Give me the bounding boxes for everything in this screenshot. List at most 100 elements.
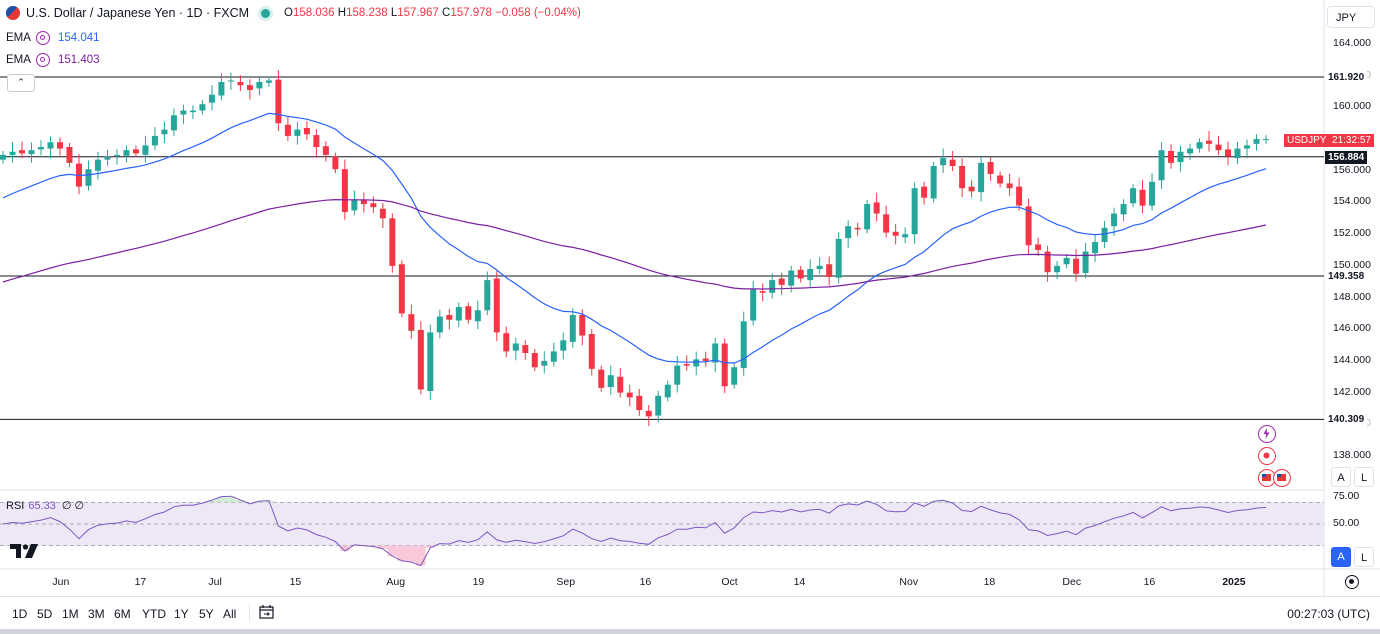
- timeframe-button-all[interactable]: All: [223, 607, 237, 621]
- timeframe-button-1d[interactable]: 1D: [12, 607, 28, 621]
- candle-body: [940, 158, 947, 166]
- candle-body: [1025, 206, 1032, 246]
- rsi-overbought-fill: [207, 500, 217, 503]
- candle-body: [1006, 183, 1013, 189]
- lightning-icon[interactable]: [1258, 425, 1276, 443]
- candle-body: [85, 169, 92, 186]
- candle-body: [664, 384, 671, 398]
- rsi-oversold-fill: [397, 545, 407, 561]
- candle-body: [854, 227, 861, 230]
- candle-body: [132, 149, 139, 154]
- ema-settings-icon[interactable]: [36, 53, 50, 67]
- price-axis-label: 148.000: [1333, 290, 1371, 303]
- candle-body: [0, 154, 6, 160]
- price-axis-label: 142.000: [1333, 385, 1371, 398]
- candle-body: [949, 159, 956, 167]
- time-axis-label: 17: [134, 576, 147, 588]
- candle-body: [788, 270, 795, 286]
- ema-fast-line: [2, 112, 1267, 364]
- candle-body: [1035, 244, 1042, 250]
- ema-settings-icon[interactable]: [36, 31, 50, 45]
- ema-fast-legend[interactable]: EMA 154.041: [6, 31, 100, 45]
- rsi-oversold-fill: [416, 545, 426, 566]
- time-axis-label: Oct: [721, 576, 738, 588]
- level-price-tag: 156.884: [1325, 150, 1368, 164]
- candle-body: [997, 175, 1004, 184]
- timeframe-button-5d[interactable]: 5D: [37, 607, 53, 621]
- time-axis-label: Jul: [208, 576, 222, 588]
- candle-body: [275, 79, 282, 124]
- rsi-legend[interactable]: RSI 65.33 ∅ ∅: [6, 500, 85, 512]
- event-flag-icon[interactable]: [1273, 469, 1291, 487]
- time-axis-label: Aug: [386, 576, 406, 588]
- candle-body: [1196, 142, 1203, 149]
- rsi-value: 65.33: [28, 500, 56, 512]
- calendar-icon[interactable]: [259, 605, 275, 619]
- bottom-strip: [0, 629, 1380, 634]
- timeframe-button-1m[interactable]: 1M: [62, 607, 79, 621]
- price-axis-label: 152.000: [1333, 227, 1371, 240]
- rsi-overbought-fill: [862, 500, 872, 503]
- candle-body: [142, 145, 149, 155]
- candle-body: [1111, 213, 1118, 227]
- symbol-header: U.S. Dollar / Japanese Yen · 1D · FXCM O…: [6, 6, 581, 20]
- candle-body: [731, 367, 738, 385]
- candle-body: [370, 203, 377, 208]
- tradingview-logo-icon[interactable]: [10, 544, 38, 558]
- candle-body: [408, 314, 415, 331]
- candle-body: [427, 332, 434, 392]
- candle-body: [28, 150, 35, 155]
- candle-body: [9, 151, 16, 155]
- candle-body: [655, 395, 662, 416]
- rsi-auto-scale-button[interactable]: A: [1331, 547, 1351, 567]
- symbol-tag: USDJPY 21:32:57: [1284, 134, 1374, 147]
- price-axis-label: 160.000: [1333, 100, 1371, 113]
- symbol-title[interactable]: U.S. Dollar / Japanese Yen · 1D · FXCM: [26, 6, 250, 20]
- candle-body: [256, 82, 263, 89]
- level-price-tag: 161.920: [1325, 70, 1368, 84]
- collapse-icon[interactable]: ⌃: [7, 74, 35, 92]
- time-axis-label: 16: [639, 576, 652, 588]
- settings-icon[interactable]: [1345, 575, 1359, 589]
- candle-body: [1101, 227, 1108, 243]
- candle-body: [218, 82, 225, 96]
- level-price-tag: 140.309: [1325, 413, 1368, 427]
- candle-body: [237, 82, 244, 86]
- candle-body: [750, 289, 757, 321]
- candle-body: [588, 333, 595, 369]
- candle-body: [104, 156, 111, 160]
- alert-icon[interactable]: [1258, 447, 1276, 465]
- auto-scale-button[interactable]: A: [1331, 467, 1351, 487]
- candle-body: [873, 202, 880, 214]
- candle-body: [123, 150, 130, 156]
- candle-body: [493, 278, 500, 333]
- timeframe-button-1y[interactable]: 1Y: [174, 607, 189, 621]
- candle-body: [550, 351, 557, 362]
- candle-body: [845, 226, 852, 239]
- candle-body: [341, 169, 348, 212]
- candle-body: [1120, 204, 1127, 215]
- candle-body: [1263, 139, 1269, 141]
- candle-body: [531, 353, 538, 368]
- log-scale-button[interactable]: L: [1354, 467, 1374, 487]
- ema-slow-legend[interactable]: EMA 151.403: [6, 53, 100, 67]
- candle-body: [892, 231, 899, 236]
- candle-body: [1016, 186, 1023, 206]
- timeframe-button-5y[interactable]: 5Y: [199, 607, 214, 621]
- candle-body: [322, 146, 329, 155]
- candle-body: [579, 314, 586, 336]
- candle-body: [1215, 144, 1222, 151]
- candle-body: [294, 129, 301, 136]
- candle-body: [1130, 188, 1137, 204]
- candle-body: [1244, 145, 1251, 149]
- candle-body: [161, 129, 168, 135]
- timeframe-button-6m[interactable]: 6M: [114, 607, 131, 621]
- candle-body: [864, 204, 871, 230]
- timeframe-button-3m[interactable]: 3M: [88, 607, 105, 621]
- timeframe-button-ytd[interactable]: YTD: [142, 607, 166, 621]
- clock[interactable]: 00:27:03 (UTC): [1287, 607, 1370, 621]
- candle-body: [978, 162, 985, 193]
- rsi-log-scale-button[interactable]: L: [1354, 547, 1374, 567]
- currency-select[interactable]: JPY: [1327, 6, 1375, 28]
